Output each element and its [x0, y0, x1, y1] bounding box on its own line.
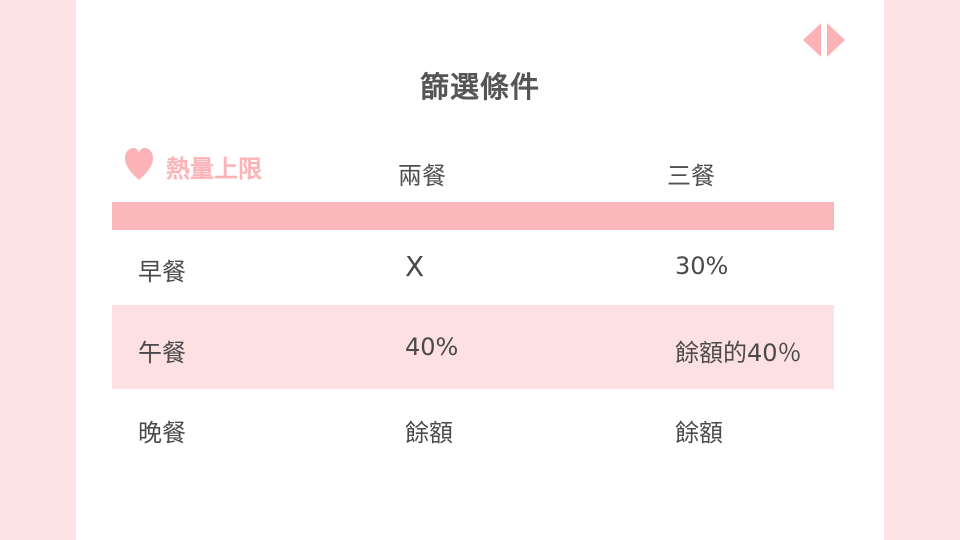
two-meals-value: 40%	[405, 333, 459, 361]
two-meals-value: 餘額	[405, 419, 453, 447]
three-meals-value: 餘額的40％	[675, 339, 802, 367]
next-arrow-icon[interactable]	[827, 23, 845, 57]
slide-card	[76, 0, 884, 540]
header-divider-band	[112, 202, 834, 230]
column-header-three-meals: 三餐	[667, 162, 715, 190]
calorie-limit-label: 熱量上限	[166, 155, 262, 183]
table-row: 晚餐 餘額 餘額	[112, 389, 834, 473]
meal-label: 晚餐	[138, 419, 186, 447]
page-title: 篩選條件	[419, 70, 540, 104]
slide-nav	[803, 23, 845, 57]
two-meals-value: X	[405, 250, 425, 283]
heart-icon	[124, 147, 154, 181]
column-header-two-meals: 兩餐	[398, 162, 446, 190]
meal-label: 早餐	[138, 258, 186, 286]
three-meals-value: 餘額	[675, 419, 723, 447]
meal-label: 午餐	[138, 339, 186, 367]
prev-arrow-icon[interactable]	[803, 23, 821, 57]
table-row: 午餐 40% 餘額的40％	[112, 305, 834, 389]
table-row: 早餐 X 30%	[112, 226, 834, 310]
three-meals-value: 30%	[675, 252, 729, 280]
